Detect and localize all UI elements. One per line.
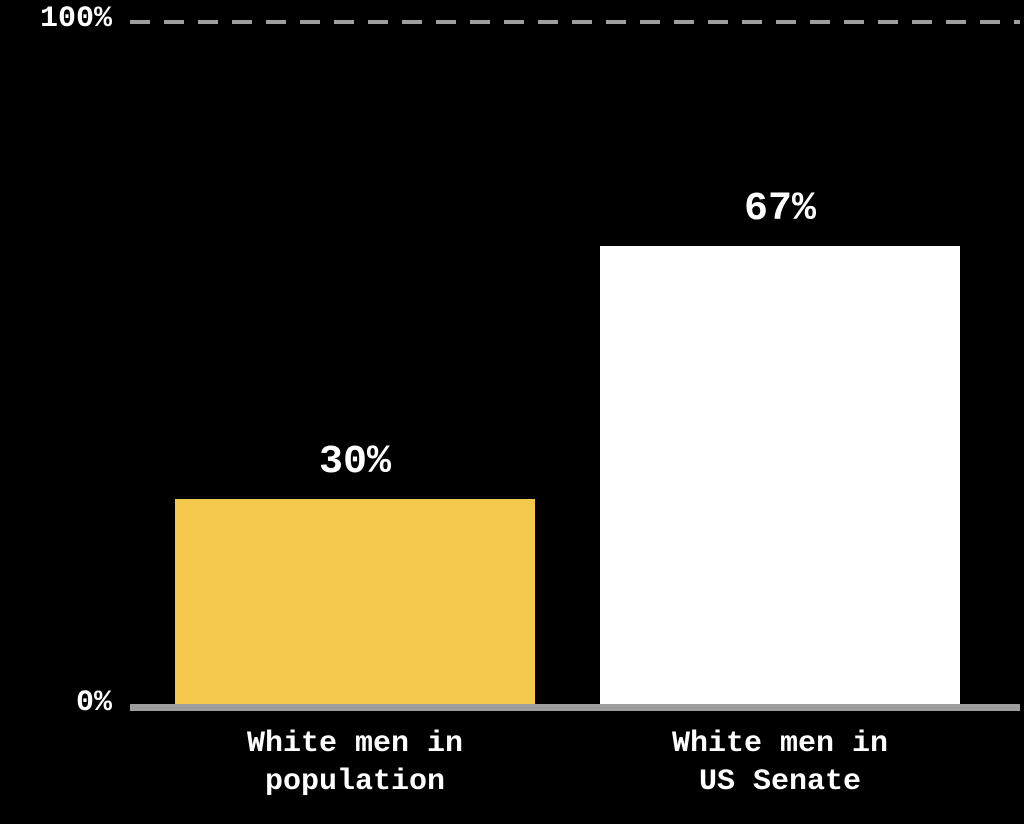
bars-area: 30% 67% [0, 20, 1024, 704]
x-label-senate: White men in US Senate [600, 726, 960, 801]
baseline [130, 704, 1020, 711]
bar-senate: 67% [600, 246, 960, 704]
bar-population-value: 30% [175, 440, 535, 485]
x-label-population: White men in population [175, 726, 535, 801]
bar-senate-value: 67% [600, 187, 960, 232]
bar-population: 30% [175, 499, 535, 704]
bar-chart: 100% 0% 30% 67% White men in population … [0, 0, 1024, 824]
